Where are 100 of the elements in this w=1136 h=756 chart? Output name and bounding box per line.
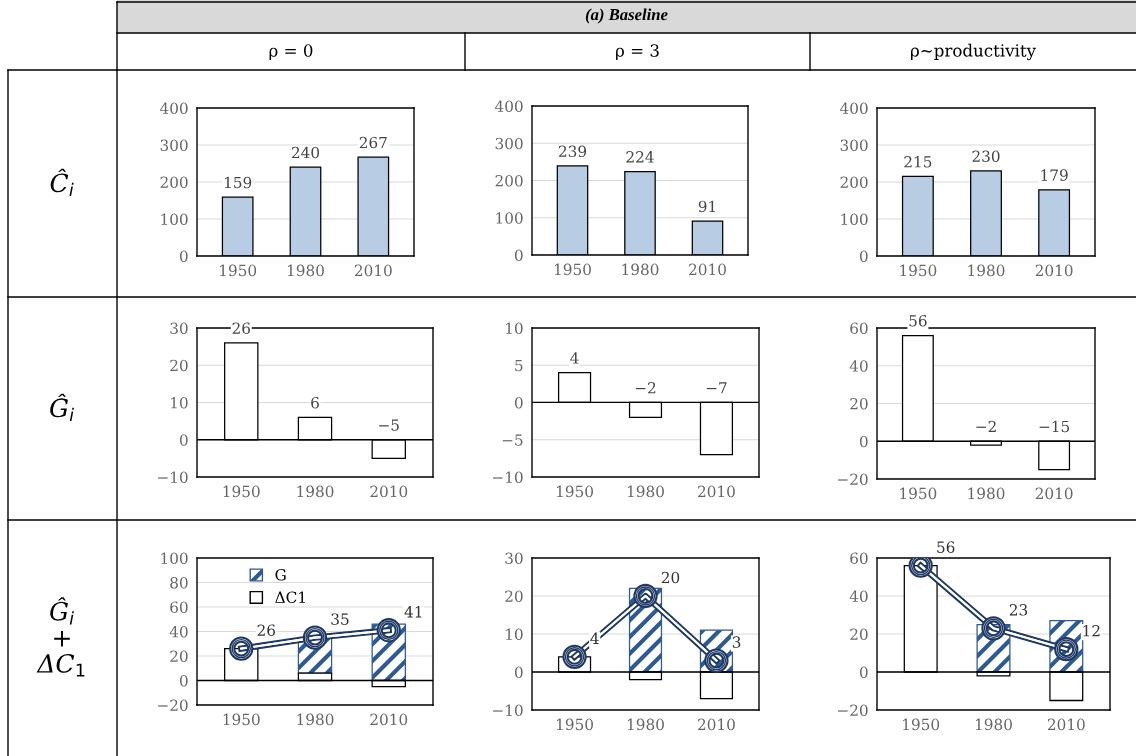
x-tick-label: 2010 <box>370 713 408 726</box>
y-tick-label: 10 <box>506 322 523 335</box>
y-tick-label: 200 <box>495 174 523 187</box>
x-tick-label: 1980 <box>297 485 334 498</box>
y-tick-label: −5 <box>502 434 523 446</box>
y-tick-label: 30 <box>505 552 523 565</box>
y-tick-label: 200 <box>160 176 188 189</box>
y-tick-label: 60 <box>850 552 868 565</box>
x-tick-label: 1980 <box>622 263 659 276</box>
y-tick-label: 0 <box>859 250 868 263</box>
x-tick-label: 2010 <box>689 263 726 276</box>
category-label: ρ = 3 <box>616 44 659 61</box>
y-tick-label: 40 <box>849 590 868 603</box>
y-tick-label: 0 <box>179 674 188 687</box>
data-label: 267 <box>359 136 387 149</box>
y-tick-label: 0 <box>859 435 868 448</box>
y-tick-label: −20 <box>158 699 188 712</box>
data-label: 26 <box>257 624 276 636</box>
data-label: 224 <box>626 151 654 163</box>
category-label: ρ~productivity <box>911 43 1036 61</box>
data-label: 179 <box>1041 169 1068 181</box>
legend-label: G <box>275 568 286 581</box>
y-tick-label: 100 <box>161 552 188 565</box>
data-label: 20 <box>661 571 680 584</box>
x-tick-label: 1950 <box>900 487 937 500</box>
y-tick-label: 0 <box>514 666 523 679</box>
data-label: 4 <box>570 352 579 364</box>
category-label: Ĝ$_{i}$ + ΔC$_{1}$ <box>36 597 85 677</box>
y-tick-label: 20 <box>850 628 868 641</box>
y-tick-label: 0 <box>514 396 523 409</box>
x-tick-label: 2010 <box>1035 487 1073 500</box>
y-tick-label: 40 <box>849 360 868 372</box>
data-label: 56 <box>909 314 927 327</box>
x-tick-label: 1950 <box>556 718 593 731</box>
x-tick-label: 1980 <box>627 718 664 731</box>
y-tick-label: 20 <box>170 359 188 372</box>
y-tick-label: 400 <box>839 102 868 115</box>
x-tick-label: 2010 <box>1047 718 1085 731</box>
y-tick-label: 200 <box>840 176 868 189</box>
data-label: 215 <box>904 156 932 168</box>
y-tick-label: 20 <box>505 590 523 603</box>
data-label: 12 <box>1083 624 1100 637</box>
x-tick-label: 2010 <box>354 264 392 277</box>
x-tick-label: 1950 <box>900 264 937 277</box>
y-tick-label: −20 <box>838 473 868 486</box>
x-tick-label: 2010 <box>1035 264 1073 277</box>
data-label: 35 <box>331 613 349 625</box>
x-tick-label: 1950 <box>556 485 593 498</box>
x-tick-label: 1980 <box>627 485 664 498</box>
y-tick-label: 300 <box>160 139 188 152</box>
data-label: 56 <box>937 541 955 553</box>
x-tick-label: 1980 <box>287 264 324 277</box>
data-label: 240 <box>291 146 320 159</box>
y-tick-label: 30 <box>170 322 188 335</box>
data-label: 23 <box>1009 604 1028 616</box>
y-tick-label: 100 <box>841 213 868 226</box>
data-label: −2 <box>635 382 656 394</box>
data-label: 6 <box>311 396 319 409</box>
data-label: 91 <box>698 200 716 213</box>
data-label: −5 <box>379 419 399 431</box>
y-tick-label: 300 <box>495 137 523 150</box>
x-tick-label: 1980 <box>968 487 1005 500</box>
y-tick-label: 20 <box>170 650 188 663</box>
x-tick-label: 2010 <box>370 485 408 498</box>
y-tick-label: 5 <box>515 359 523 372</box>
text: (a) Baseline <box>585 8 668 24</box>
y-tick-label: −10 <box>493 704 523 717</box>
y-tick-label: 60 <box>170 601 188 614</box>
y-tick-label: 0 <box>179 434 188 446</box>
x-tick-label: 1950 <box>223 485 260 498</box>
data-label: −7 <box>706 382 727 394</box>
y-tick-label: 80 <box>170 576 188 589</box>
x-tick-label: 1950 <box>223 713 260 726</box>
x-tick-label: 1980 <box>968 264 1005 277</box>
y-tick-label: 400 <box>494 100 523 113</box>
y-tick-label: −20 <box>838 704 868 717</box>
y-tick-label: 10 <box>171 396 188 409</box>
category-label: Ĉ$_{i}$ <box>50 168 74 197</box>
data-label: 159 <box>224 176 252 189</box>
data-label: 3 <box>732 636 741 648</box>
y-tick-label: 10 <box>506 628 523 641</box>
y-tick-label: 0 <box>179 250 188 263</box>
data-label: 41 <box>404 606 422 618</box>
y-tick-label: 0 <box>859 666 868 679</box>
y-tick-label: 300 <box>840 139 868 152</box>
category-label: ρ = 0 <box>269 44 313 61</box>
category-label: Ĝ$_{i}$ <box>50 393 74 422</box>
data-label: 230 <box>972 150 1000 163</box>
y-tick-label: 20 <box>850 397 868 410</box>
y-tick-label: 100 <box>161 213 188 226</box>
x-tick-label: 1950 <box>220 264 257 277</box>
x-tick-label: 1980 <box>975 718 1012 731</box>
x-tick-label: 1980 <box>297 713 334 726</box>
y-tick-label: −10 <box>158 471 188 484</box>
legend-label: ΔC1 <box>275 591 305 603</box>
data-label: −15 <box>1039 420 1070 433</box>
x-tick-label: 1950 <box>554 263 591 276</box>
x-tick-label: 2010 <box>698 718 735 731</box>
data-label: 4 <box>590 632 599 644</box>
y-tick-label: −10 <box>493 471 523 484</box>
